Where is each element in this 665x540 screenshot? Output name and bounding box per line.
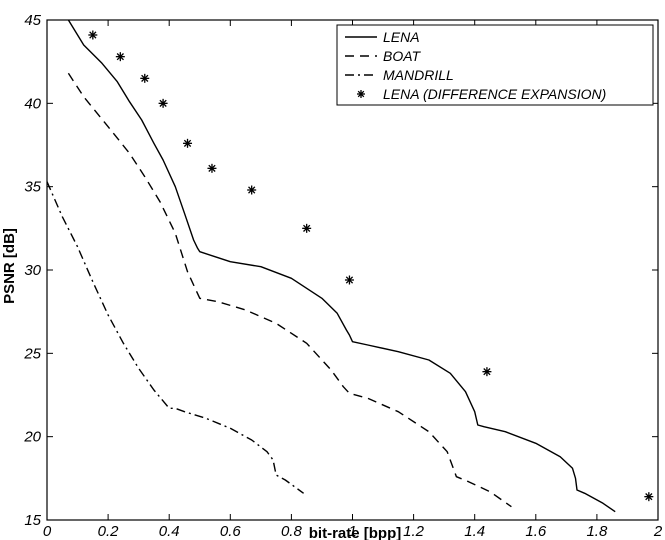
marker-stroke <box>303 224 311 232</box>
x-axis: 0 0.2 0.4 0.6 0.8 1 1.2 1.4 1.6 1.8 2 <box>43 20 663 540</box>
data-point <box>247 185 257 195</box>
series-line-boat <box>67 72 512 508</box>
data-point <box>183 138 193 148</box>
data-point <box>140 73 150 83</box>
marker-stroke <box>116 53 124 61</box>
marker-stroke <box>141 74 149 82</box>
x-axis-title: bit-rate [bpp] <box>309 525 401 540</box>
x-tick-label: 0.6 <box>220 523 242 540</box>
data-point <box>207 163 217 173</box>
y-tick-label: 15 <box>24 512 41 529</box>
y-axis: 15 20 25 30 35 40 45 <box>23 12 658 529</box>
marker-stroke <box>483 368 491 376</box>
y-tick-label: 45 <box>24 12 41 29</box>
legend-box <box>336 24 654 106</box>
marker-stroke <box>183 139 192 147</box>
legend-label-boat: BOAT <box>383 48 422 64</box>
marker-stroke <box>159 99 167 107</box>
x-tick-label: 2 <box>653 523 663 540</box>
data-point <box>115 52 125 62</box>
marker-stroke <box>345 276 354 284</box>
marker-stroke <box>357 90 365 98</box>
data-point <box>88 30 98 40</box>
y-tick-label: 30 <box>24 262 41 279</box>
legend-label-lena-difference-expansion: LENA (DIFFERENCE EXPANSION) <box>383 86 606 102</box>
marker-stroke <box>89 31 97 39</box>
series-lena-difference-expansion <box>88 30 654 502</box>
legend-marker-lena-difference-expansion <box>357 90 365 98</box>
series-line-mandrill <box>46 181 305 494</box>
marker-stroke <box>208 164 216 172</box>
x-tick-label: 1.6 <box>525 523 547 540</box>
data-point <box>158 98 168 108</box>
series-line-lena <box>67 19 616 513</box>
data-point <box>344 275 354 285</box>
marker-stroke <box>248 186 256 194</box>
data-point <box>644 492 654 502</box>
legend: LENA BOAT MANDRILL LENA (DIFFERENCE EXPANSI… <box>336 24 654 106</box>
data-point <box>482 367 492 377</box>
x-tick-label: 0.2 <box>98 523 120 540</box>
x-tick-label: 0 <box>43 523 52 540</box>
legend-label-lena: LENA <box>383 29 420 45</box>
y-axis-title: PSNR [dB] <box>1 228 18 304</box>
data-point <box>302 223 312 233</box>
series-layer <box>46 19 654 513</box>
x-tick-label: 0.4 <box>159 523 180 540</box>
y-tick-label: 20 <box>23 429 41 446</box>
x-tick-label: 1.2 <box>403 523 425 540</box>
y-tick-label: 40 <box>24 95 41 112</box>
x-tick-label: 0.8 <box>281 523 303 540</box>
x-tick-label: 1 <box>348 523 356 540</box>
x-tick-label: 1.8 <box>586 523 608 540</box>
x-tick-label: 1.4 <box>464 523 485 540</box>
y-tick-label: 35 <box>24 179 41 196</box>
y-tick-label: 25 <box>23 345 41 362</box>
marker-stroke <box>645 493 653 501</box>
legend-label-mandrill: MANDRILL <box>383 67 454 83</box>
